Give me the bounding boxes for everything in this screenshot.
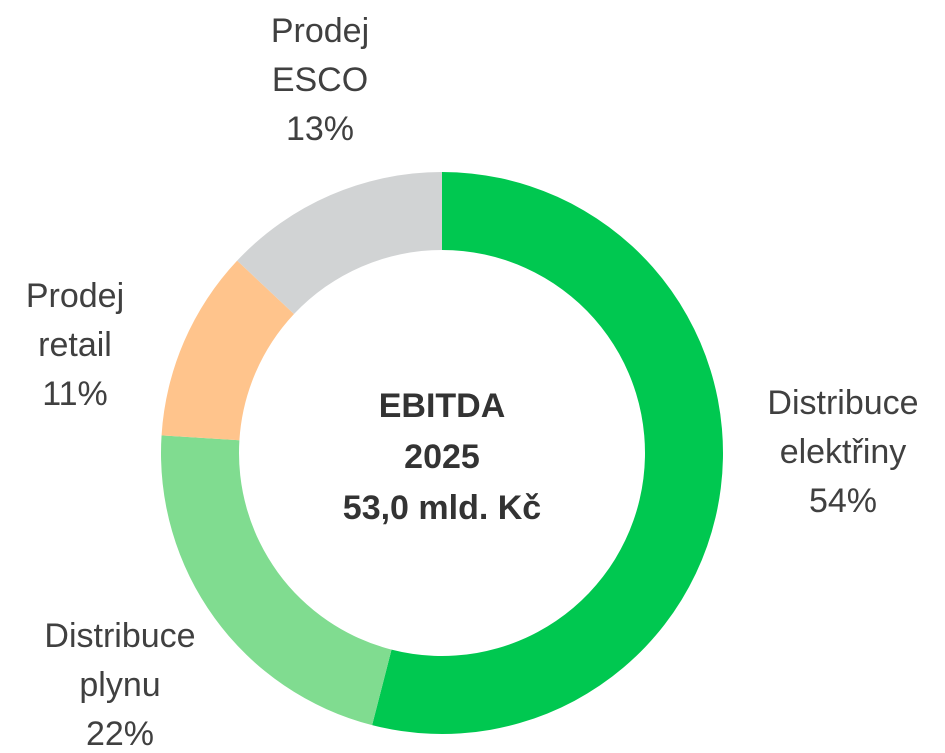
value-label: 54% — [809, 482, 877, 520]
segment-label: retail — [38, 326, 112, 364]
segment-label: ESCO — [272, 61, 368, 99]
segment-label: plynu — [79, 666, 160, 704]
value-label: 11% — [42, 375, 108, 413]
value-label: 22% — [86, 715, 154, 753]
segment-label: elektřiny — [780, 433, 907, 471]
value-label: 13% — [286, 110, 354, 148]
donut-segment — [161, 260, 295, 441]
segment-label: Distribuce — [44, 617, 195, 655]
donut-segment — [237, 172, 442, 315]
segment-label: Distribuce — [767, 384, 918, 422]
center-label: 53,0 mld. Kč — [343, 489, 541, 527]
segment-label: Prodej — [26, 277, 124, 315]
segment-label: Prodej — [271, 12, 369, 50]
center-label: 2025 — [404, 438, 480, 476]
donut-segment — [372, 172, 723, 735]
center-label: EBITDA — [379, 387, 506, 425]
donut-segment — [160, 435, 392, 726]
